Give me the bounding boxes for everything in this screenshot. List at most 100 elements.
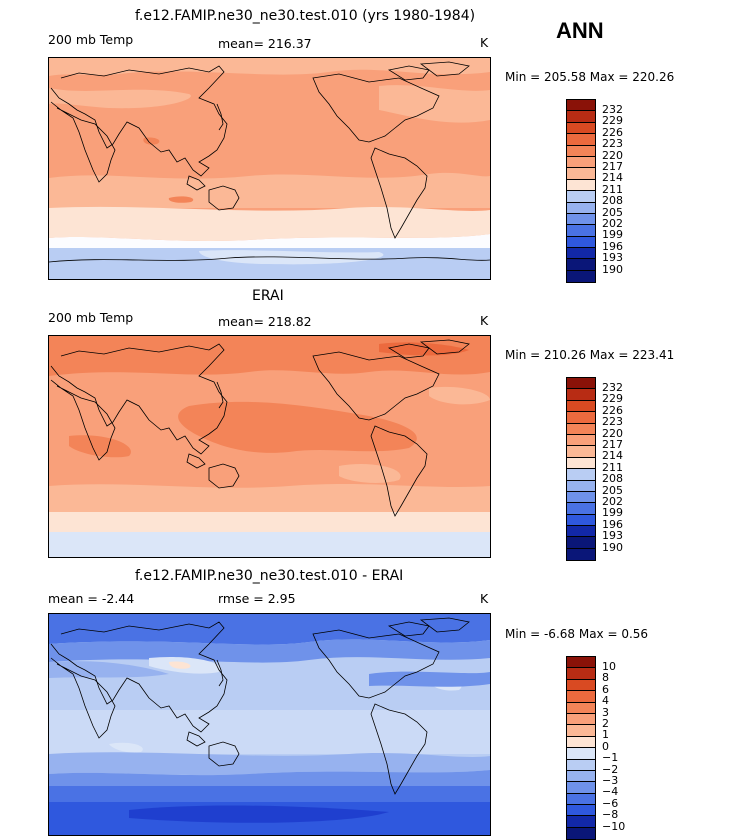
panel-2-mean: mean= 218.82 (218, 314, 312, 329)
colorbar-swatch (567, 702, 595, 714)
panel-2-unit: K (480, 313, 489, 328)
colorbar-label: 196 (602, 517, 623, 531)
panel-3-title: f.e12.FAMIP.ne30_ne30.test.010 - ERAI (135, 568, 404, 584)
colorbar-swatch (567, 537, 595, 549)
colorbar-label: 202 (602, 217, 623, 230)
colorbar-swatch (567, 145, 595, 157)
panel-2-title: ERAI (252, 288, 284, 304)
colorbar-label: 193 (602, 529, 623, 543)
colorbar-swatch (567, 679, 595, 692)
colorbar-label: 10 (602, 660, 616, 673)
colorbar-swatch (567, 156, 595, 169)
panel-1-mean: mean= 216.37 (218, 36, 312, 51)
colorbar-label: 190 (602, 540, 623, 554)
colorbar-label: 190 (602, 262, 623, 276)
colorbar-swatch (567, 259, 595, 271)
colorbar-swatch (567, 423, 595, 435)
colorbar-label: 211 (602, 460, 623, 474)
colorbar-label: 2 (602, 717, 609, 730)
colorbar-swatch (567, 134, 595, 146)
colorbar-swatch (567, 179, 595, 192)
colorbar-label: 223 (602, 415, 623, 429)
colorbar-swatch (567, 748, 595, 760)
colorbar-swatch (567, 389, 595, 401)
colorbar-swatch (567, 526, 595, 538)
colorbar-label: 211 (602, 182, 623, 196)
colorbar-label: 208 (602, 194, 623, 208)
colorbar-label: 226 (602, 403, 623, 417)
colorbar-swatch (567, 725, 595, 737)
panel-1-map (48, 57, 491, 280)
colorbar-label: 223 (602, 137, 623, 151)
colorbar-swatch (567, 816, 595, 828)
colorbar-label: −4 (602, 785, 619, 799)
colorbar-label: −1 (602, 751, 619, 765)
colorbar-swatch (567, 491, 595, 504)
colorbar-label: 226 (602, 125, 623, 139)
colorbar-label: 214 (602, 171, 623, 185)
colorbar-swatch (567, 202, 595, 214)
colorbar-label: 1 (602, 728, 609, 742)
colorbar-label: −10 (602, 819, 626, 833)
panel-3-map (48, 613, 491, 836)
colorbar-swatch (567, 759, 595, 771)
colorbar-label: 229 (602, 114, 623, 128)
colorbar-swatch (567, 480, 595, 492)
panel-2-minmax: Min = 210.26 Max = 223.41 (505, 348, 675, 362)
panel-2-colorbar (566, 377, 596, 562)
season-label: ANN (556, 18, 604, 43)
colorbar-swatch (567, 225, 595, 237)
colorbar-label: 3 (602, 705, 609, 719)
colorbar-swatch (567, 668, 595, 680)
panel-1-minmax: Min = 205.58 Max = 220.26 (505, 70, 675, 84)
colorbar-label: −3 (602, 774, 619, 787)
colorbar-swatch (567, 446, 595, 458)
panel-3-minmax: Min = -6.68 Max = 0.56 (505, 627, 649, 641)
colorbar-label: 205 (602, 205, 623, 219)
panel-1-title: f.e12.FAMIP.ne30_ne30.test.010 (yrs 1980… (135, 8, 476, 24)
panel-3-mean: mean = -2.44 (48, 591, 135, 606)
colorbar-swatch (567, 111, 595, 123)
colorbar-swatch (567, 378, 595, 390)
colorbar-swatch (567, 434, 595, 447)
colorbar-label: 196 (602, 239, 623, 253)
colorbar-swatch (567, 503, 595, 515)
colorbar-swatch (567, 400, 595, 413)
colorbar-swatch (567, 691, 595, 703)
colorbar-label: 217 (602, 160, 623, 173)
colorbar-swatch (567, 248, 595, 260)
colorbar-swatch (567, 168, 595, 180)
colorbar-swatch (567, 770, 595, 783)
colorbar-label: 6 (602, 682, 609, 696)
colorbar-label: −6 (602, 796, 619, 810)
colorbar-label: 229 (602, 392, 623, 406)
panel-1-unit: K (480, 35, 489, 50)
colorbar-label: 220 (602, 148, 623, 162)
panel-3-colorbar (566, 656, 596, 840)
colorbar-label: 217 (602, 438, 623, 451)
colorbar-swatch (567, 213, 595, 226)
colorbar-label: 8 (602, 671, 609, 685)
colorbar-label: −8 (602, 808, 619, 822)
colorbar-swatch (567, 514, 595, 527)
colorbar-label: 202 (602, 495, 623, 508)
colorbar-label: 193 (602, 251, 623, 265)
panel-3-unit: K (480, 591, 489, 606)
colorbar-swatch (567, 713, 595, 726)
colorbar-swatch (567, 782, 595, 794)
colorbar-swatch (567, 100, 595, 112)
colorbar-label: 205 (602, 483, 623, 497)
colorbar-label: 232 (602, 103, 623, 116)
colorbar-swatch (567, 469, 595, 481)
colorbar-swatch (567, 236, 595, 249)
colorbar-label: 232 (602, 381, 623, 394)
colorbar-label: 0 (602, 739, 609, 753)
colorbar-swatch (567, 457, 595, 470)
colorbar-swatch (567, 657, 595, 669)
colorbar-swatch (567, 827, 595, 840)
colorbar-swatch (567, 548, 595, 561)
colorbar-swatch (567, 412, 595, 424)
colorbar-swatch (567, 736, 595, 749)
colorbar-swatch (567, 793, 595, 806)
panel-2-map (48, 335, 491, 558)
